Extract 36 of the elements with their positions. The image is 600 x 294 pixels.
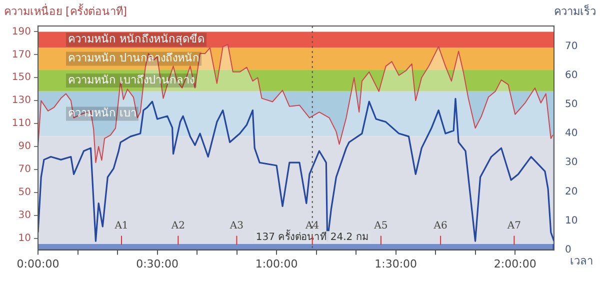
x-tick-label: 1:00:00 [255,257,298,270]
ref-line-label: A2 [170,220,185,232]
y2-tick-label: 40 [565,128,578,140]
x-tick-label: 2:00:00 [494,257,536,270]
y2-tick-label: 70 [565,40,578,52]
y2-tick-label: 20 [565,186,578,198]
x-tick-label: 1:30:00 [374,257,418,270]
x-tick-label: 0:30:00 [136,257,178,270]
y-tick-label: 190 [12,26,31,38]
ref-line-label: A6 [432,220,448,232]
y-tick-label: 130 [12,95,31,106]
y2-tick-label: 50 [565,99,578,110]
y-tick-label: 10 [18,232,31,244]
x-tick-label: 0:00:00 [16,257,60,270]
band-label: ความหนัก ปานกลางถึงหนัก [68,52,200,65]
y-tick-label: 150 [12,72,31,84]
y-tick-label: 170 [12,49,31,60]
y-axis-title: ความเหนื่อย [ครั้งต่อนาที] [4,2,128,18]
y-tick-label: 90 [18,141,31,152]
y-tick-label: 110 [12,118,31,130]
y2-tick-label: 10 [565,215,578,226]
y2-tick-label: 0 [565,244,572,256]
ref-line-label: A3 [228,220,244,232]
y-tick-label: 50 [18,187,31,198]
ref-line-label: A5 [373,220,388,232]
y-tick-label: 30 [18,210,31,221]
ref-line-label: 137 ครั้งต่อนาที 24.2 กม [256,232,369,243]
y-tick-label: 70 [18,164,31,176]
ref-line-label: A4 [304,220,320,232]
y2-tick-label: 30 [565,157,578,168]
band-label: ความหนัก หนักถึงหนักสุดขีด [68,32,204,46]
ref-line-label: A7 [506,220,521,232]
ref-line-label: A1 [114,220,128,232]
y2-tick-label: 60 [565,70,578,82]
x-axis-title: เวลา [570,254,593,268]
y2-axis-title: ความเร็ว [554,4,596,18]
